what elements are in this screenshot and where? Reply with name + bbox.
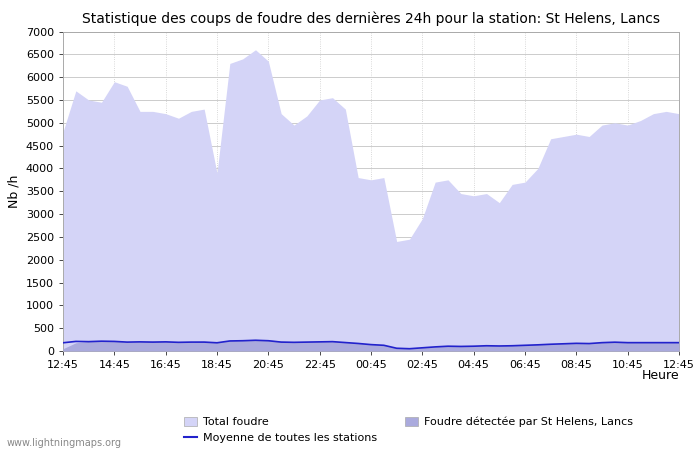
Title: Statistique des coups de foudre des dernières 24h pour la station: St Helens, La: Statistique des coups de foudre des dern…: [82, 12, 660, 26]
Legend: Total foudre, Moyenne de toutes les stations, Foudre détectée par St Helens, Lan: Total foudre, Moyenne de toutes les stat…: [179, 412, 637, 448]
Y-axis label: Nb /h: Nb /h: [7, 175, 20, 208]
Text: www.lightningmaps.org: www.lightningmaps.org: [7, 438, 122, 448]
Text: Heure: Heure: [641, 369, 679, 382]
